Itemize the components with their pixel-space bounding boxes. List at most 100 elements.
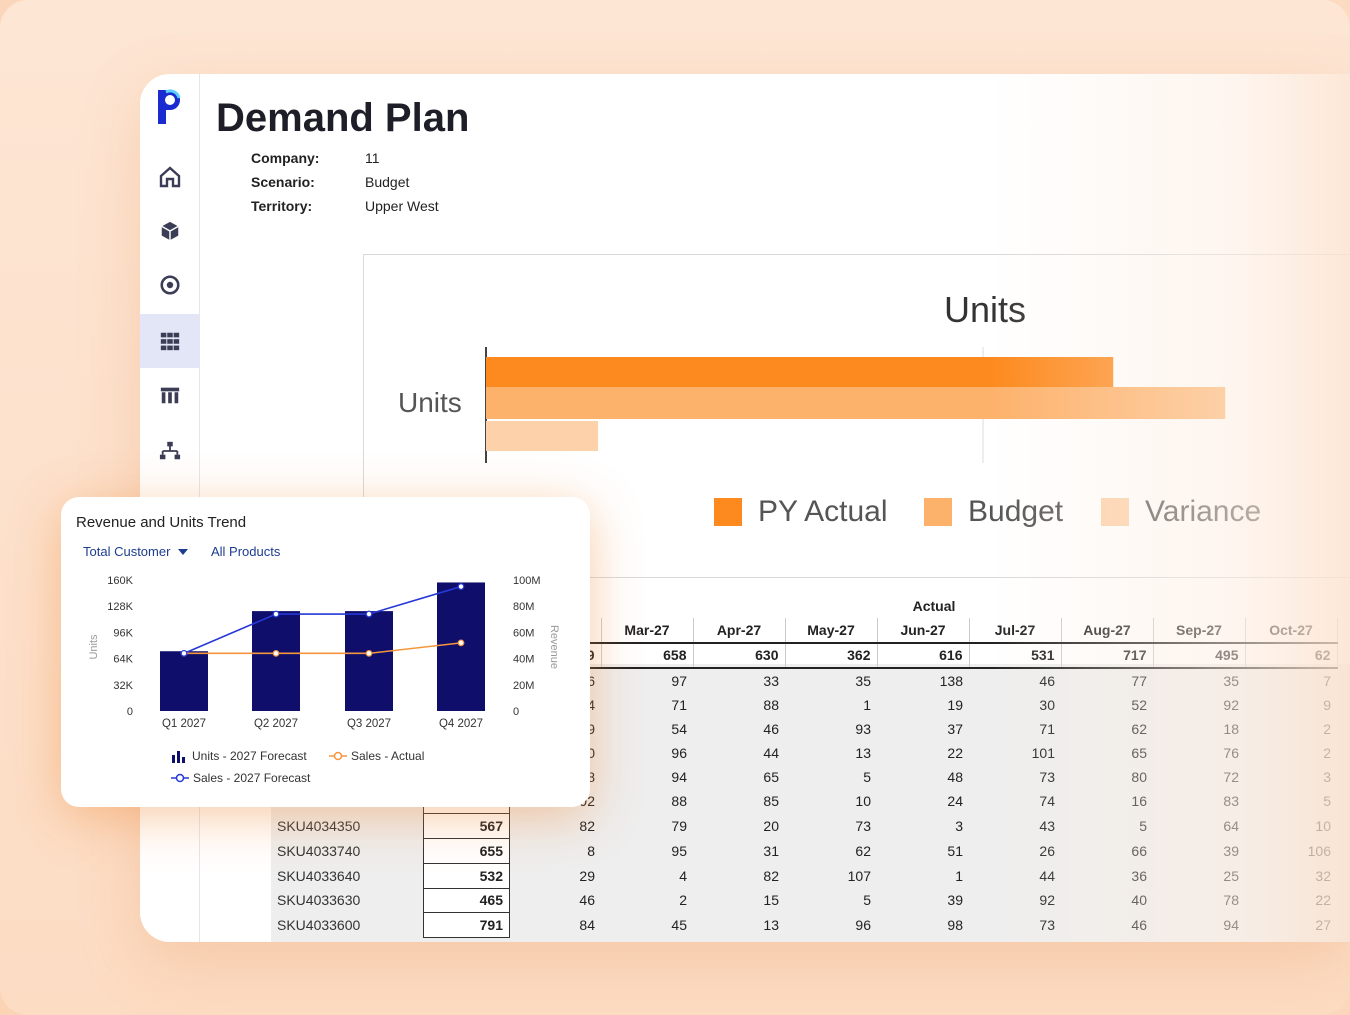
value-cell[interactable]: 24	[947, 793, 963, 810]
value-cell[interactable]: 51	[947, 842, 963, 859]
value-cell[interactable]: 66	[1131, 842, 1147, 859]
value-cell[interactable]: 13	[763, 917, 779, 934]
value-cell[interactable]: 96	[855, 917, 871, 934]
nav-home[interactable]	[140, 150, 199, 204]
value-cell[interactable]: 88	[671, 793, 687, 810]
value-cell[interactable]: 8	[587, 768, 595, 785]
value-cell[interactable]: 80	[1131, 768, 1147, 785]
nav-grid[interactable]	[140, 314, 199, 368]
value-cell[interactable]: 138	[939, 673, 963, 690]
nav-hierarchy[interactable]	[140, 424, 199, 478]
month-header[interactable]: Aug-27	[1061, 617, 1154, 644]
value-cell[interactable]: 1	[955, 867, 963, 884]
value-cell[interactable]: 16	[1131, 793, 1147, 810]
value-cell[interactable]: 10	[855, 793, 871, 810]
products-filter[interactable]: All Products	[211, 544, 280, 559]
value-cell[interactable]: 27	[1315, 917, 1331, 934]
value-cell[interactable]: 83	[1223, 793, 1239, 810]
line-point[interactable]	[365, 610, 373, 618]
value-cell[interactable]: 15	[763, 892, 779, 909]
value-cell[interactable]: 26	[1039, 842, 1055, 859]
value-cell[interactable]: 76	[1223, 744, 1239, 761]
value-cell[interactable]: 30	[1039, 697, 1055, 714]
value-cell[interactable]: 40	[1131, 892, 1147, 909]
value-cell[interactable]: 107	[847, 867, 871, 884]
value-cell[interactable]: 71	[671, 697, 687, 714]
month-header[interactable]: Mar-27	[601, 617, 694, 644]
value-cell[interactable]: 45	[671, 917, 687, 934]
value-cell[interactable]: 3	[955, 818, 963, 835]
value-cell[interactable]: 5	[863, 892, 871, 909]
line-point[interactable]	[365, 649, 373, 657]
value-cell[interactable]: 5	[1323, 793, 1331, 810]
value-cell[interactable]: 46	[1131, 917, 1147, 934]
value-cell[interactable]: 9	[1323, 697, 1331, 714]
py-cell[interactable]: 791	[423, 912, 510, 939]
value-cell[interactable]: 52	[1131, 697, 1147, 714]
value-cell[interactable]: 10	[1315, 818, 1331, 835]
value-cell[interactable]: 44	[763, 744, 779, 761]
month-header[interactable]: Jun-27	[877, 617, 970, 644]
value-cell[interactable]: 101	[1031, 744, 1055, 761]
value-cell[interactable]: 18	[1223, 720, 1239, 737]
value-cell[interactable]: 94	[671, 768, 687, 785]
month-header[interactable]: Jul-27	[969, 617, 1062, 644]
value-cell[interactable]: 19	[947, 697, 963, 714]
customer-filter[interactable]: Total Customer	[83, 544, 190, 559]
value-cell[interactable]: 93	[855, 720, 871, 737]
month-header[interactable]: May-27	[785, 617, 878, 644]
value-cell[interactable]: 32	[1315, 867, 1331, 884]
value-cell[interactable]: 94	[1223, 917, 1239, 934]
value-cell[interactable]: 4	[679, 867, 687, 884]
nav-goals[interactable]	[140, 258, 199, 312]
value-cell[interactable]: 35	[855, 673, 871, 690]
value-cell[interactable]: 20	[763, 818, 779, 835]
table-row[interactable]: SKU4033640 532 29 4 82 107 1 44 36 25 32	[271, 862, 1337, 889]
nav-products[interactable]	[140, 204, 199, 258]
value-cell[interactable]: 5	[863, 768, 871, 785]
value-cell[interactable]: 92	[1223, 697, 1239, 714]
value-cell[interactable]: 48	[947, 768, 963, 785]
value-cell[interactable]: 46	[1039, 673, 1055, 690]
value-cell[interactable]: 13	[855, 744, 871, 761]
value-cell[interactable]: 97	[671, 673, 687, 690]
value-cell[interactable]: 35	[1223, 673, 1239, 690]
bar-units-forecast[interactable]	[160, 651, 208, 711]
value-cell[interactable]: 106	[1307, 842, 1331, 859]
value-cell[interactable]: 73	[855, 818, 871, 835]
value-cell[interactable]: 65	[763, 768, 779, 785]
month-header[interactable]: Apr-27	[693, 617, 786, 644]
value-cell[interactable]: 73	[1039, 768, 1055, 785]
month-header[interactable]: Oct-27	[1245, 617, 1338, 644]
value-cell[interactable]: 2	[1323, 744, 1331, 761]
line-point[interactable]	[457, 639, 465, 647]
py-cell[interactable]: 465	[423, 887, 510, 914]
value-cell[interactable]: 62	[1131, 720, 1147, 737]
value-cell[interactable]: 29	[579, 867, 595, 884]
value-cell[interactable]: 39	[947, 892, 963, 909]
table-row[interactable]: SKU4034350 567 82 79 20 73 3 43 5 64 10	[271, 813, 1337, 839]
value-cell[interactable]: 73	[1039, 917, 1055, 934]
value-cell[interactable]: 84	[579, 917, 595, 934]
value-cell[interactable]: 33	[763, 673, 779, 690]
value-cell[interactable]: 46	[763, 720, 779, 737]
value-cell[interactable]: 82	[579, 818, 595, 835]
value-cell[interactable]: 96	[671, 744, 687, 761]
value-cell[interactable]: 3	[1323, 768, 1331, 785]
value-cell[interactable]: 37	[947, 720, 963, 737]
value-cell[interactable]: 44	[1039, 867, 1055, 884]
value-cell[interactable]: 22	[947, 744, 963, 761]
value-cell[interactable]: 54	[671, 720, 687, 737]
value-cell[interactable]: 25	[1223, 867, 1239, 884]
value-cell[interactable]: 77	[1131, 673, 1147, 690]
py-cell[interactable]: 532	[423, 862, 510, 889]
value-cell[interactable]: 72	[1223, 768, 1239, 785]
value-cell[interactable]: 79	[671, 818, 687, 835]
value-cell[interactable]: 5	[1139, 818, 1147, 835]
value-cell[interactable]: 95	[671, 842, 687, 859]
line-point[interactable]	[272, 610, 280, 618]
value-cell[interactable]: 1	[863, 697, 871, 714]
line-point[interactable]	[457, 583, 465, 590]
value-cell[interactable]: 85	[763, 793, 779, 810]
value-cell[interactable]: 71	[1039, 720, 1055, 737]
